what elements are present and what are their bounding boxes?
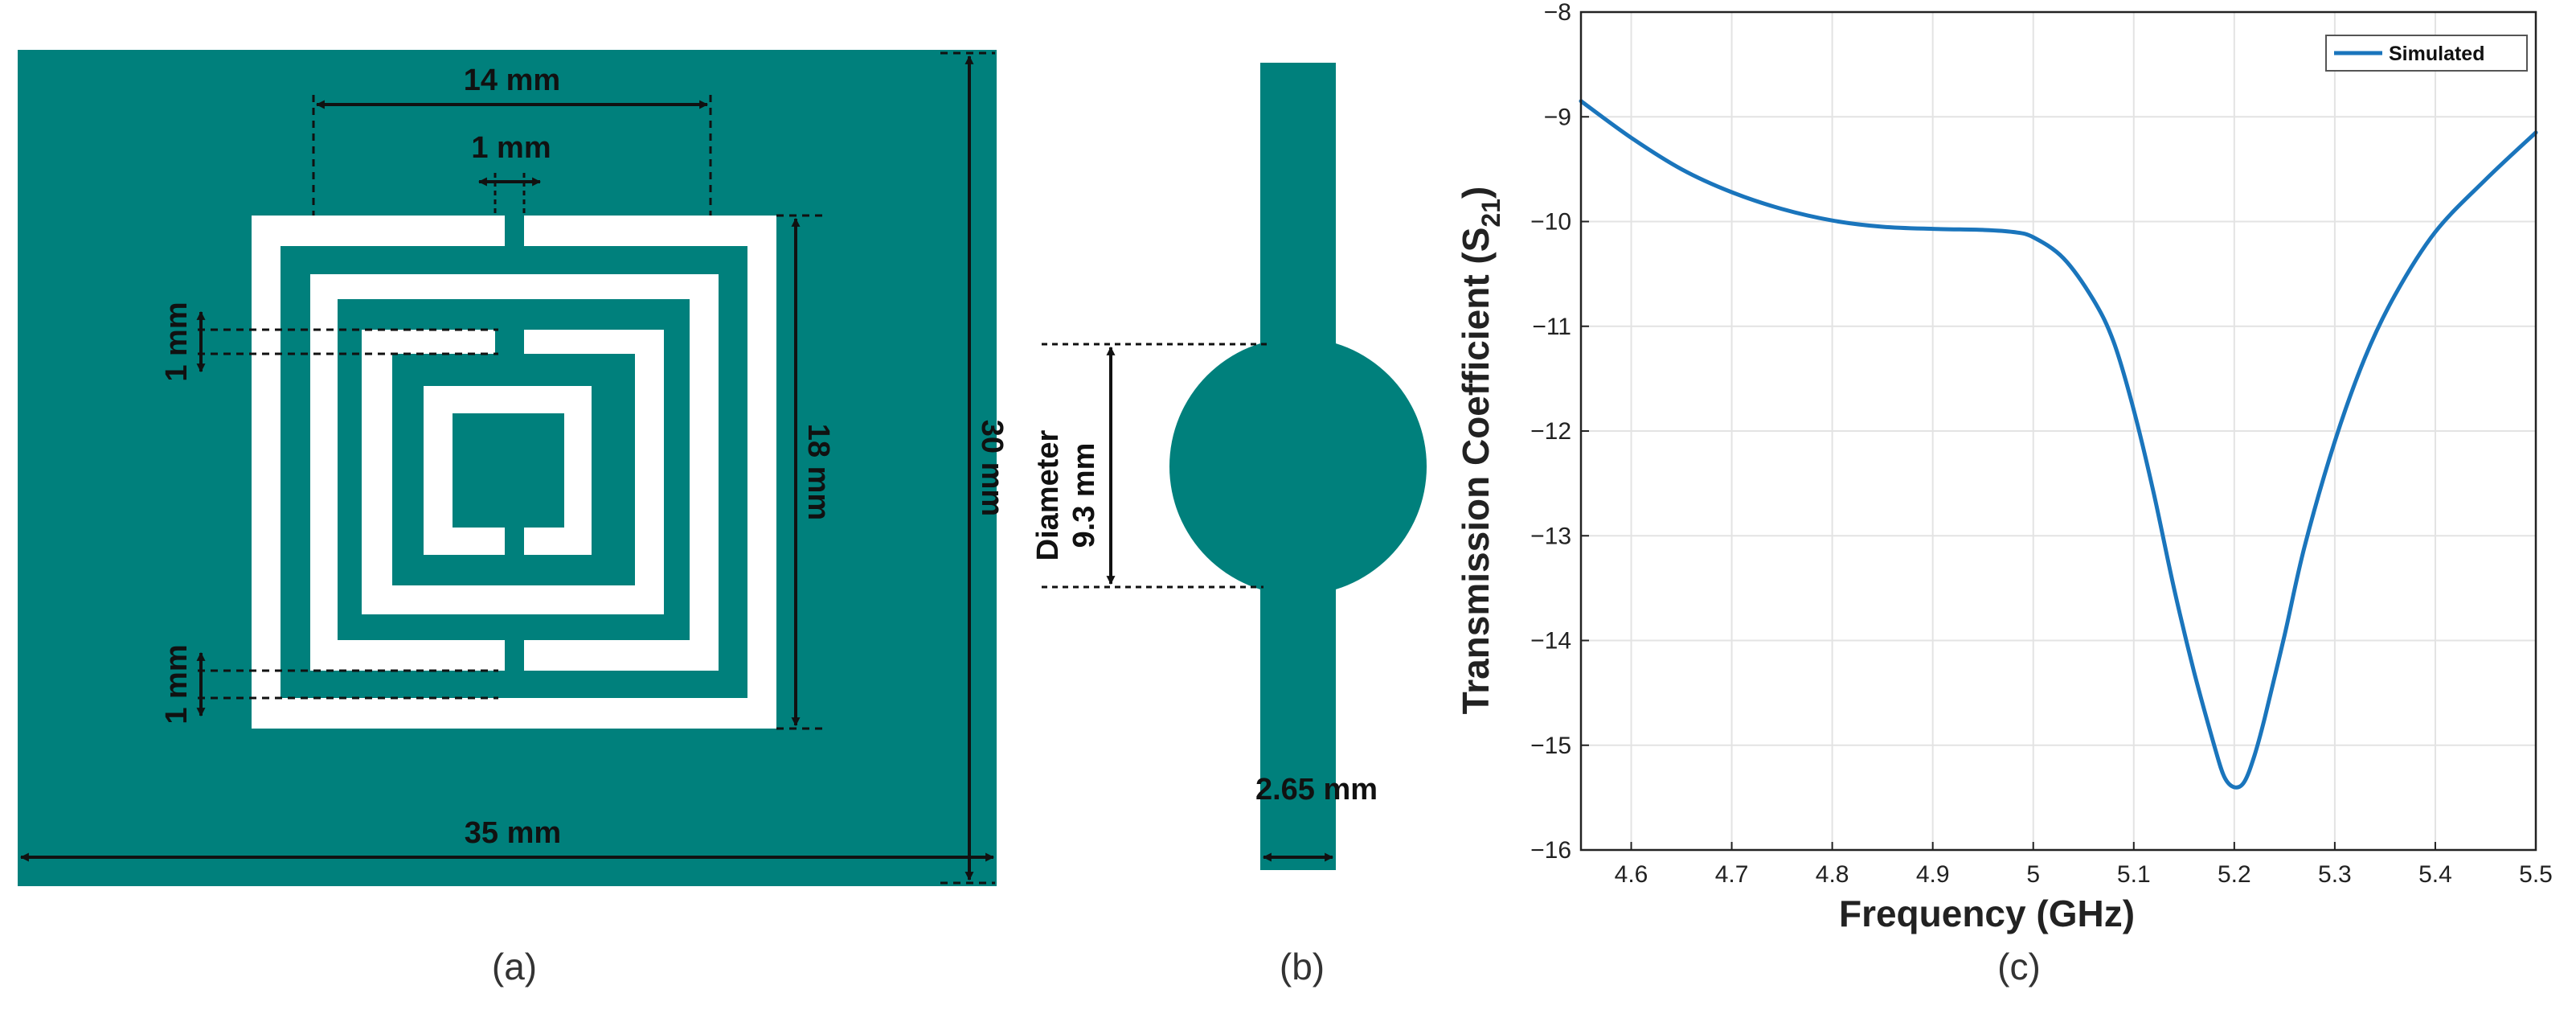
x-tick-label: 4.7 xyxy=(1715,861,1749,888)
panel-a-srr-diagram: 14 mm 1 mm 1 mm 1 mm 18 mm 30 mm 35 mm (… xyxy=(18,50,1009,987)
x-tick-label: 4.6 xyxy=(1615,861,1648,888)
dim-label-30mm: 30 mm xyxy=(975,420,1009,516)
chart-legend: Simulated xyxy=(2325,35,2528,72)
y-tick-label: −10 xyxy=(1530,209,1571,236)
panel-label-a: (a) xyxy=(492,946,537,987)
plot-area-frame xyxy=(1579,10,2537,852)
x-tick-label: 5.4 xyxy=(2418,861,2452,888)
y-tick-label: −14 xyxy=(1530,628,1571,655)
inner-split-ring xyxy=(424,386,592,555)
y-tick-label: −9 xyxy=(1544,104,1571,130)
y-tick-label: −13 xyxy=(1530,523,1571,549)
dim-label-14mm: 14 mm xyxy=(464,64,560,97)
y-tick-label: −12 xyxy=(1530,418,1571,445)
y-tick-label: −11 xyxy=(1532,314,1571,340)
y-axis-title: Transmission Coefficient (S21) xyxy=(1455,187,1505,715)
y-axis-title-main: Transmission Coefficient (S xyxy=(1455,228,1497,715)
dim-label-18mm: 18 mm xyxy=(801,424,835,520)
third-split-ring xyxy=(362,330,664,614)
dim-label-line-width: 2.65 mm xyxy=(1255,773,1378,807)
x-tick-label: 5.3 xyxy=(2318,861,2352,888)
x-tick-label: 5.2 xyxy=(2218,861,2251,888)
x-tick-label: 4.9 xyxy=(1916,861,1950,888)
dim-label-diameter-value: 9.3 mm xyxy=(1067,443,1101,548)
legend-label-simulated: Simulated xyxy=(2389,43,2484,65)
chart-grid xyxy=(1581,11,2537,851)
x-tick-label: 5.1 xyxy=(2117,861,2151,888)
panel-c-s21-chart: 4.6 4.7 4.8 4.9 5 5.1 5.2 5.3 5.4 5.5 −16 −15 −14 −13… xyxy=(1455,0,2553,987)
x-tick-label: 5 xyxy=(2026,861,2040,888)
y-tick-label: −16 xyxy=(1530,837,1571,864)
dim-label-spacing-bottom: 1 mm xyxy=(160,644,194,724)
x-tick-label: 4.8 xyxy=(1816,861,1849,888)
y-tick-label: −8 xyxy=(1544,0,1571,26)
dim-label-35mm: 35 mm xyxy=(465,816,561,850)
y-tick-label: −15 xyxy=(1530,733,1571,759)
feed-line-top xyxy=(1260,63,1336,368)
panel-label-b: (b) xyxy=(1280,946,1325,987)
panel-b-microstrip-diagram: Diameter 9.3 mm 2.65 mm (b) xyxy=(1031,63,1427,987)
chart-tick-labels: 4.6 4.7 4.8 4.9 5 5.1 5.2 5.3 5.4 5.5 −16 −15 −14 −13… xyxy=(1530,0,2553,888)
x-tick-label: 5.5 xyxy=(2519,861,2553,888)
circular-patch xyxy=(1169,338,1427,595)
y-axis-title-close: ) xyxy=(1455,187,1497,199)
series-line-simulated xyxy=(1579,99,2538,790)
y-axis-title-subscript: 21 xyxy=(1476,199,1505,228)
substrate-board xyxy=(18,50,997,886)
dim-label-diameter: Diameter xyxy=(1031,429,1065,560)
dim-label-spacing-top: 1 mm xyxy=(160,302,194,381)
feed-line-bottom xyxy=(1260,563,1336,870)
panel-label-c: (c) xyxy=(1997,946,2041,987)
dim-label-gap: 1 mm xyxy=(471,131,551,165)
legend-box xyxy=(2325,35,2528,72)
x-axis-title: Frequency (GHz) xyxy=(1839,893,2135,934)
